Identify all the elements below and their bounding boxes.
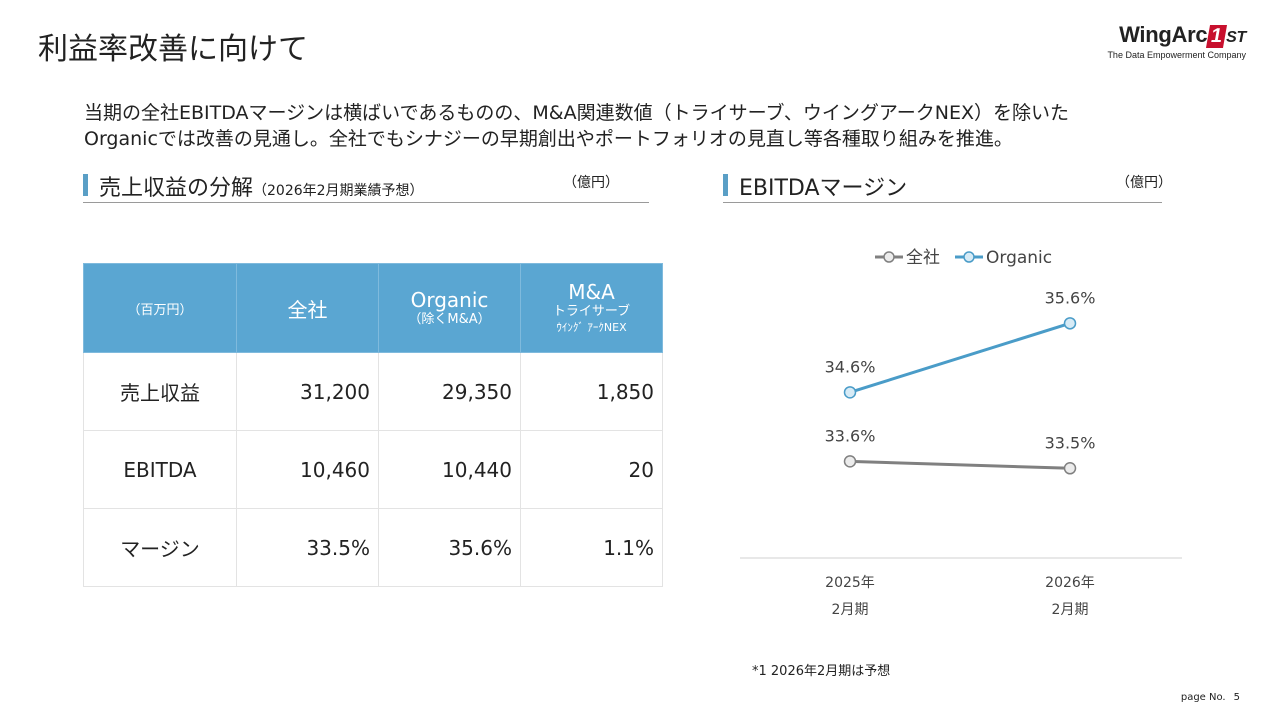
data-label: 33.6%	[825, 426, 876, 445]
row-label: 売上収益	[83, 352, 237, 431]
footnote: *1 2026年2月期は予想	[752, 664, 891, 679]
lead-text: 当期の全社EBITDAマージンは横ばいであるものの、M&A関連数値（トライサーブ…	[84, 100, 1069, 152]
lead-line-1: 当期の全社EBITDAマージンは横ばいであるものの、M&A関連数値（トライサーブ…	[84, 102, 1069, 124]
header-unit-cell: （百万円）	[83, 263, 237, 353]
cell-total: 10,460	[236, 430, 379, 509]
wingarc-logo: WingArc 1 ST The Data Empowerment Company	[1107, 22, 1246, 60]
cell-organic: 29,350	[378, 352, 521, 431]
legend-label: Organic	[986, 248, 1052, 268]
legend-swatch-marker	[883, 251, 895, 263]
right-section-title: EBITDAマージン	[739, 176, 908, 201]
cell-organic: 35.6%	[378, 508, 521, 587]
page-number-label: page No.	[1180, 692, 1226, 703]
data-label: 35.6%	[1045, 288, 1096, 307]
table-row: 売上収益 31,200 29,350 1,850	[83, 352, 663, 431]
cell-ma: 1.1%	[520, 508, 663, 587]
row-label: EBITDA	[83, 430, 237, 509]
legend-label: 全社	[906, 248, 940, 268]
data-point	[843, 455, 857, 468]
x-tick-label: 2025年	[825, 575, 875, 591]
series-line-total	[849, 459, 1071, 470]
header-total-cell: 全社	[236, 263, 379, 353]
left-section-subtitle: （2026年2月期業績予想）	[253, 183, 424, 199]
series-line-organic	[849, 321, 1071, 394]
x-tick-label: 2月期	[832, 602, 869, 618]
left-section-header: 売上収益の分解（2026年2月期業績予想） （億円）	[83, 170, 649, 203]
page-number: page No. 5	[1181, 692, 1240, 703]
cell-total: 31,200	[236, 352, 379, 431]
right-section-unit: （億円）	[1116, 175, 1172, 191]
page-title: 利益率改善に向けて	[38, 32, 308, 67]
data-label: 33.5%	[1045, 433, 1096, 452]
header-ma-cell: M&A トライサーブ ｳｲﾝｸﾞ ｱｰｸNEX	[520, 263, 663, 353]
left-section-unit: （億円）	[563, 175, 619, 191]
table-row: EBITDA 10,460 10,440 20	[83, 430, 663, 509]
data-point	[1063, 317, 1077, 330]
left-section-title: 売上収益の分解	[99, 176, 254, 201]
header-organic-cell: Organic （除くM&A）	[378, 263, 521, 353]
logo-tagline: The Data Empowerment Company	[1107, 50, 1246, 60]
page-number-value: 5	[1233, 692, 1240, 703]
data-point	[843, 386, 857, 399]
cell-organic: 10,440	[378, 430, 521, 509]
revenue-breakdown-table: （百万円） 全社 Organic （除くM&A） M&A トライサーブ ｳｲﾝｸ…	[83, 263, 663, 587]
cell-total: 33.5%	[236, 508, 379, 587]
data-point	[1063, 462, 1077, 475]
cell-ma: 1,850	[520, 352, 663, 431]
section-accent-bar	[83, 174, 88, 196]
row-label: マージン	[83, 508, 237, 587]
logo-wordmark: WingArc 1 ST	[1119, 22, 1246, 48]
ebitda-margin-chart: 2025年 2月期 2026年 2月期 全社 Organic 33.6% 33.5% 34.6%…	[740, 248, 1182, 618]
data-label: 34.6%	[825, 357, 876, 376]
table-header-row: （百万円） 全社 Organic （除くM&A） M&A トライサーブ ｳｲﾝｸ…	[83, 263, 663, 353]
legend-swatch-marker	[963, 251, 975, 263]
x-tick-label: 2月期	[1052, 602, 1089, 618]
x-tick-label: 2026年	[1045, 575, 1095, 591]
right-section-header: EBITDAマージン （億円）	[723, 170, 1172, 203]
cell-ma: 20	[520, 430, 663, 509]
lead-line-2: Organicでは改善の見通し。全社でもシナジーの早期創出やポートフォリオの見直…	[84, 128, 1013, 150]
table-row: マージン 33.5% 35.6% 1.1%	[83, 508, 663, 587]
section-accent-bar	[723, 174, 728, 196]
